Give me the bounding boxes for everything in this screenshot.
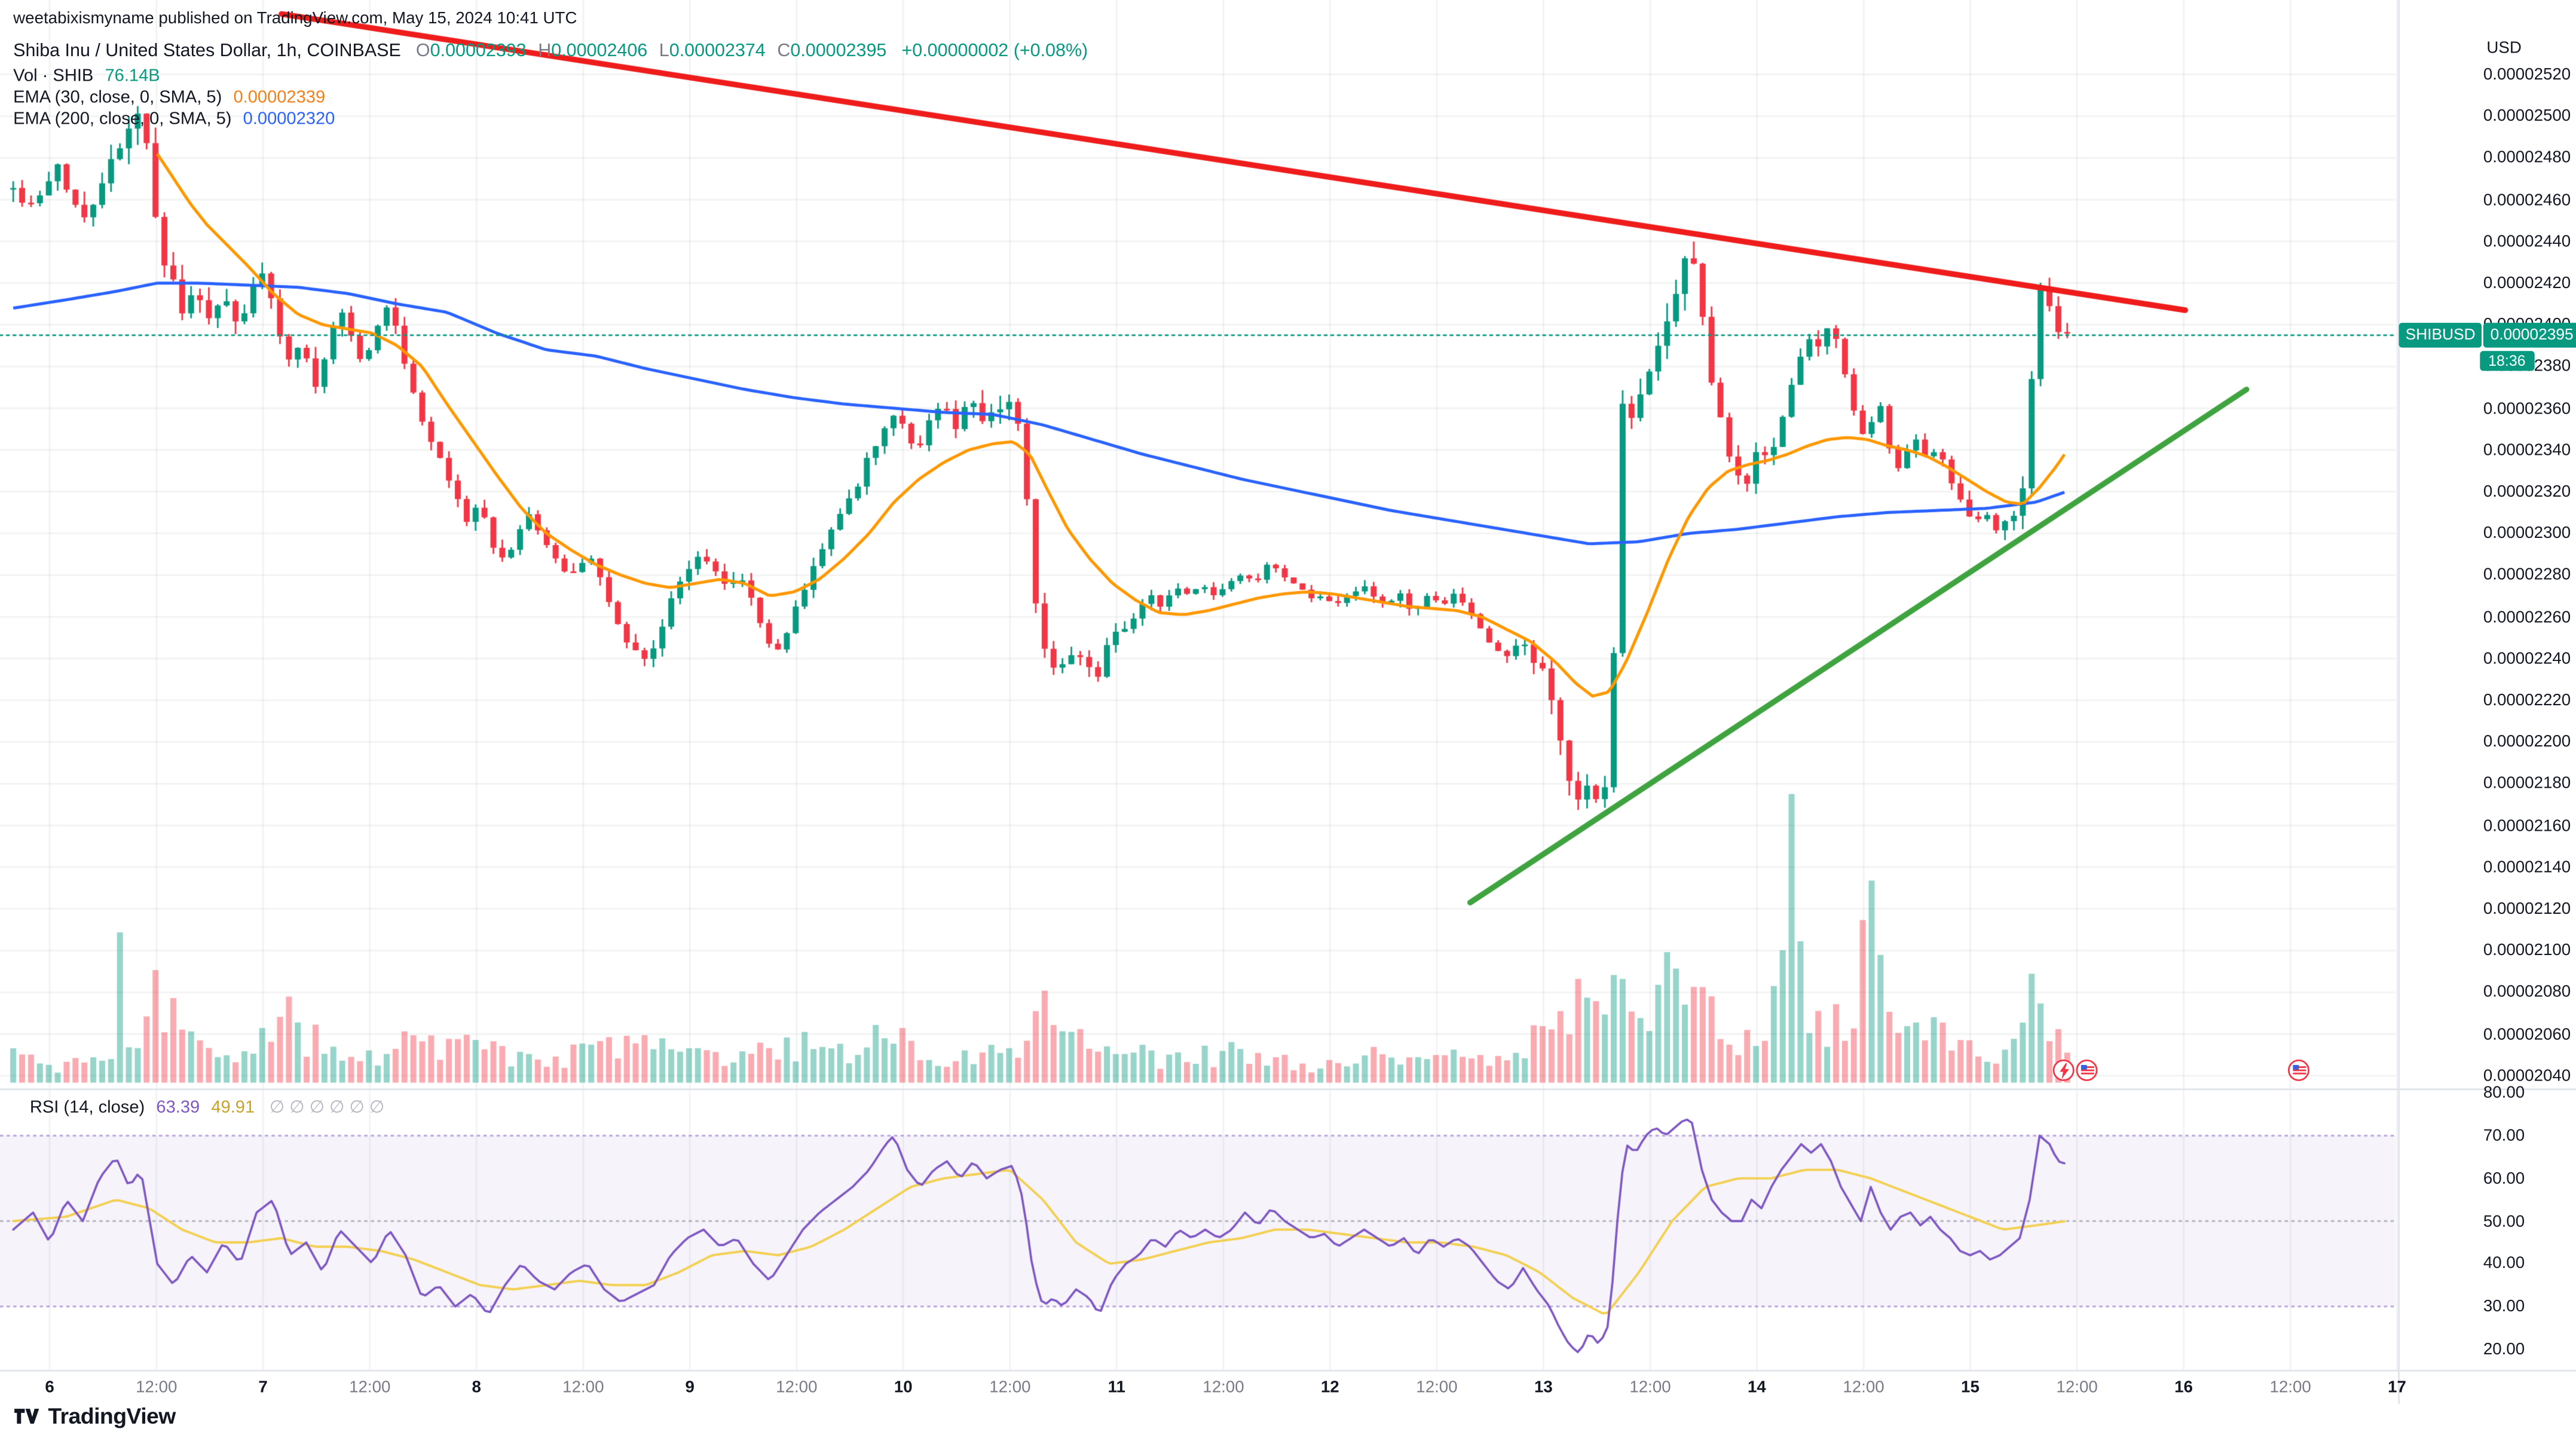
rsi-axis-label: 70.00 — [2483, 1127, 2525, 1146]
close-value: 0.00002395 — [790, 41, 887, 62]
time-axis-label: 9 — [685, 1379, 695, 1397]
price-axis-label: 0.00002240 — [2483, 650, 2571, 669]
tradingview-logo-text: TradingView — [48, 1403, 176, 1429]
rsi-label: RSI (14, close) — [29, 1097, 145, 1118]
time-axis-label: 12:00 — [562, 1379, 604, 1397]
price-axis-label: 0.00002500 — [2483, 108, 2571, 127]
volume-value: 76.14B — [105, 66, 160, 87]
price-axis-label: 0.00002340 — [2483, 442, 2571, 460]
time-axis-label: 12:00 — [1843, 1379, 1884, 1397]
price-axis-label: 0.00002100 — [2483, 942, 2571, 961]
time-axis-label: 12:00 — [2056, 1379, 2098, 1397]
flag-glyph — [2292, 1064, 2306, 1076]
price-axis-label: 0.00002520 — [2483, 66, 2571, 85]
lightning-event-icon[interactable] — [2052, 1059, 2075, 1081]
time-axis-label: 12:00 — [136, 1379, 178, 1397]
price-axis-label: 0.00002180 — [2483, 775, 2571, 794]
time-axis-label: 12:00 — [1416, 1379, 1458, 1397]
price-axis-label: 0.00002360 — [2483, 400, 2571, 418]
flag-event-icon[interactable] — [2076, 1059, 2098, 1081]
time-axis-label: 12:00 — [1629, 1379, 1671, 1397]
ema30-legend: EMA (30, close, 0, SMA, 5) 0.00002339 — [13, 88, 325, 108]
price-axis-label: 0.00002320 — [2483, 483, 2571, 502]
time-axis-label: 12:00 — [349, 1379, 391, 1397]
time-axis-label: 8 — [472, 1379, 481, 1397]
rsi-value: 63.39 — [156, 1097, 200, 1118]
volume-legend: Vol · SHIB 76.14B — [13, 66, 160, 86]
time-axis-label: 15 — [1961, 1379, 1980, 1397]
price-axis-label: 0.00002480 — [2483, 149, 2571, 168]
rsi-ma-value: 49.91 — [211, 1097, 255, 1118]
flag-glyph — [2080, 1064, 2094, 1076]
price-axis-label: 0.00002460 — [2483, 191, 2571, 210]
time-axis-label: 7 — [258, 1379, 268, 1397]
price-axis-label: 0.00002120 — [2483, 900, 2571, 919]
rsi-axis-label: 50.00 — [2483, 1213, 2525, 1231]
currency-label: USD — [2486, 39, 2522, 58]
price-tag-value: 0.00002395 — [2483, 323, 2576, 348]
price-axis-label: 0.00002200 — [2483, 733, 2571, 752]
attribution-line: weetabixismyname published on TradingVie… — [13, 10, 577, 29]
open-label: O — [415, 41, 430, 62]
rsi-axis-label: 80.00 — [2483, 1084, 2525, 1103]
price-axis-label: 0.00002140 — [2483, 859, 2571, 877]
time-axis-label: 14 — [1747, 1379, 1766, 1397]
price-axis-label: 0.00002420 — [2483, 274, 2571, 293]
price-axis-label: 0.00002060 — [2483, 1026, 2571, 1044]
change-value: +0.00000002 (+0.08%) — [901, 41, 1088, 62]
price-axis-label: 0.00002160 — [2483, 817, 2571, 836]
time-axis-label: 12:00 — [776, 1379, 818, 1397]
ema30-value: 0.00002339 — [233, 87, 326, 108]
rsi-legend: RSI (14, close) 63.39 49.91 ∅ ∅ ∅ ∅ ∅ ∅ — [30, 1097, 384, 1117]
ema200-label: EMA (200, close, 0, SMA, 5) — [13, 109, 232, 130]
tradingview-logo-icon — [14, 1409, 39, 1424]
price-tag-symbol: SHIBUSD — [2398, 323, 2482, 348]
ema30-label: EMA (30, close, 0, SMA, 5) — [13, 87, 222, 108]
time-axis-label: 12:00 — [989, 1379, 1031, 1397]
ema200-value: 0.00002320 — [243, 109, 335, 130]
rsi-axis-label: 60.00 — [2483, 1170, 2525, 1189]
high-value: 0.00002406 — [551, 41, 648, 62]
price-axis-label: 0.00002080 — [2483, 984, 2571, 1002]
price-axis-label: 0.00002280 — [2483, 567, 2571, 585]
lightning-glyph — [2058, 1062, 2069, 1079]
low-label: L — [659, 41, 669, 62]
rsi-axis-label: 40.00 — [2483, 1255, 2525, 1274]
price-tag: SHIBUSD 0.00002395 — [2398, 323, 2576, 348]
high-label: H — [538, 41, 552, 62]
ema200-legend: EMA (200, close, 0, SMA, 5) 0.00002320 — [13, 109, 335, 129]
volume-label: Vol · SHIB — [13, 66, 94, 87]
time-axis-label: 17 — [2388, 1379, 2406, 1397]
time-axis-label: 10 — [894, 1379, 913, 1397]
time-axis-label: 12:00 — [2269, 1379, 2311, 1397]
time-axis-label: 6 — [45, 1379, 54, 1397]
time-axis-label: 16 — [2174, 1379, 2193, 1397]
time-axis-label: 11 — [1108, 1379, 1125, 1397]
price-axis-label: 0.00002220 — [2483, 691, 2571, 711]
time-axis-label: 12 — [1320, 1379, 1339, 1397]
close-label: C — [777, 41, 791, 62]
time-axis-label: 13 — [1534, 1379, 1553, 1397]
price-axis-label: 0.00002040 — [2483, 1067, 2571, 1086]
bar-countdown: 18:36 — [2480, 351, 2534, 371]
price-axis-label: 0.00002260 — [2483, 608, 2571, 627]
low-value: 0.00002374 — [669, 41, 766, 62]
price-axis-label: 0.00002440 — [2483, 232, 2571, 252]
time-axis-label: 12:00 — [1203, 1379, 1244, 1397]
open-value: 0.00002393 — [430, 41, 527, 62]
symbol-legend: Shiba Inu / United States Dollar, 1h, CO… — [13, 41, 1088, 61]
rsi-axis-label: 30.00 — [2483, 1298, 2525, 1317]
symbol-title: Shiba Inu / United States Dollar, 1h, CO… — [13, 41, 401, 62]
flag-event-icon[interactable] — [2288, 1059, 2310, 1081]
price-axis-label: 0.00002300 — [2483, 525, 2571, 544]
tradingview-logo[interactable]: TradingView — [13, 1403, 176, 1429]
rsi-axis-label: 20.00 — [2483, 1341, 2525, 1360]
rsi-empty-values: ∅ ∅ ∅ ∅ ∅ ∅ — [269, 1097, 385, 1118]
